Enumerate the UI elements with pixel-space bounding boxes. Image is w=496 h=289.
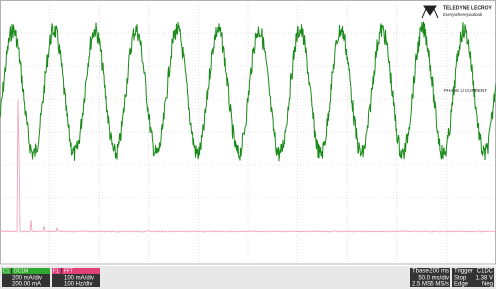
timebase-box: [410, 268, 450, 287]
channel-tag: [2, 268, 11, 274]
status-bar: [0, 266, 496, 289]
timebase-samples: 2.5 MS: [412, 282, 431, 288]
trigger-level: 1.38 V: [476, 276, 493, 282]
channel-coupling: DC1M: [14, 268, 28, 274]
channel-name: C1: [3, 268, 10, 274]
logo-tagline: Everywhereyoulook: [443, 12, 483, 17]
channel-scale: 200 mA/div: [12, 276, 42, 282]
channel-c1: C1 DC1M 200 mA/div 200.00 mA: [2, 268, 50, 288]
channel-name: F1: [53, 268, 59, 274]
trigger-slope: Neg: [482, 282, 493, 288]
trigger-title: Trigger: [454, 269, 473, 275]
channel-tag: [52, 268, 61, 274]
timebase-title: Tbase: [412, 269, 429, 275]
channel-coupling: FFT: [64, 268, 73, 274]
channel-offset: 200.00 mA: [12, 282, 41, 288]
trigger-type: Edge: [454, 282, 469, 288]
coupling-tag: [12, 268, 50, 274]
current-trace: [0, 21, 496, 162]
channel-scale: 100 mA/div: [64, 276, 94, 282]
graticule: [0, 0, 496, 265]
logo-icon: [421, 5, 439, 19]
coupling-tag: [62, 268, 100, 274]
trigger-box: [452, 268, 494, 287]
timebase-rate: 5 MS/s: [430, 282, 449, 288]
trigger-source: C1DC: [477, 269, 494, 275]
timebase: Tbase -200 ms 50.0 ms/div 2.5 MS 5 MS/s: [410, 268, 450, 288]
timebase-scale: 50.0 ms/div: [418, 276, 449, 282]
logo: TELEDYNE LECROY Everywhereyoulook: [421, 5, 493, 19]
channel-f1: F1 FFT 100 mA/div 100 Hz/div: [52, 268, 100, 288]
trigger: Trigger C1DC Stop 1.38 V Edge Neg: [452, 268, 494, 288]
trigger-mode: Stop: [454, 276, 467, 282]
fft-trace: [0, 99, 496, 233]
channel-span: 100 Hz/div: [64, 282, 92, 288]
logo-brand: TELEDYNE LECROY: [443, 5, 493, 11]
trace-label: PHASE U CURRENT: [444, 88, 487, 93]
timebase-delay: -200 ms: [427, 269, 449, 275]
